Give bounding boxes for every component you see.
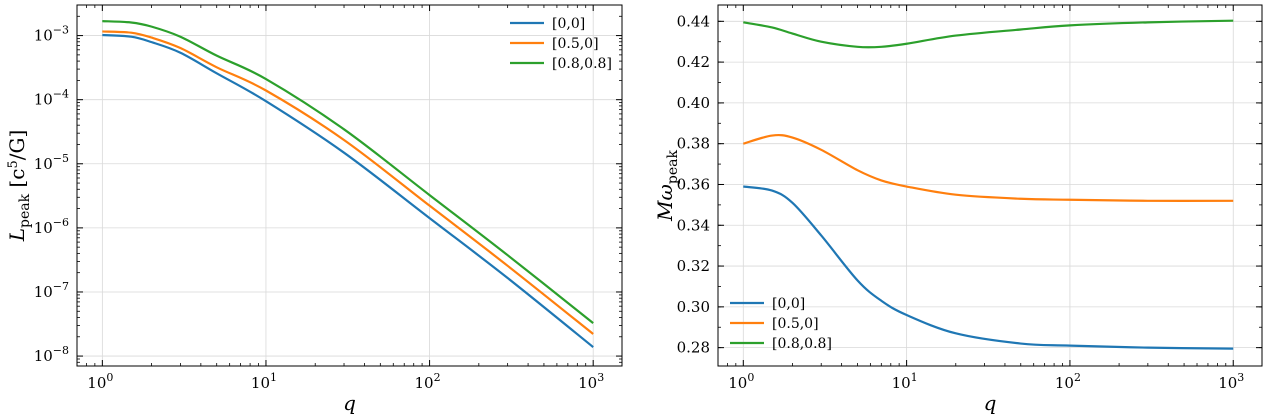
x-tick-label: 100 — [728, 371, 754, 392]
x-axis-label: q — [343, 391, 356, 415]
series-line-2 — [102, 30, 594, 335]
legend-label: [0,0] — [772, 296, 805, 312]
series-line-2 — [742, 133, 1234, 202]
panel-1: 100 101 102 103 10−8 10−7 10−6 10−5 10−4 10−3 q Lpe… — [5, 4, 623, 415]
y-tick-label: 0.44 — [677, 12, 710, 30]
plot-frame — [76, 4, 623, 367]
y-tick-label: 10−6 — [34, 216, 69, 237]
y-tick-label: 0.40 — [677, 94, 710, 112]
x-tick-label: 101 — [892, 371, 918, 392]
series-line-3 — [743, 19, 1234, 49]
y-tick-label: 10−8 — [34, 344, 69, 365]
legend: [0,0] [0.5,0] [0.8,0.8] — [510, 16, 612, 72]
legend-label: [0,0] — [552, 16, 585, 32]
legend-label: [0.5,0] — [772, 316, 819, 332]
y-tick-label: 10−7 — [34, 280, 69, 301]
y-tick-label: 0.42 — [677, 53, 710, 71]
y-tick-label: 0.30 — [677, 298, 710, 316]
y-axis-label: Mωpeak — [653, 150, 681, 222]
x-axis-label: q — [984, 391, 997, 415]
x-tick-label: 102 — [1055, 371, 1081, 392]
y-tick-label: 10−3 — [34, 24, 69, 45]
x-tick-label: 101 — [251, 371, 277, 392]
x-tick-label: 103 — [578, 371, 604, 392]
series-line-1 — [743, 185, 1234, 350]
legend-label: [0.5,0] — [552, 36, 599, 52]
y-axis-label: Lpeak [c5/G] — [5, 130, 33, 243]
series-line-3 — [102, 20, 594, 324]
y-tick-label: 0.36 — [677, 175, 710, 193]
legend: [0,0] [0.5,0] [0.8,0.8] — [730, 296, 832, 352]
x-tick-label: 102 — [415, 371, 441, 392]
y-tick-label: 0.28 — [677, 339, 710, 357]
x-tick-label: 100 — [87, 371, 113, 392]
series-line-1 — [102, 33, 594, 348]
y-tick-label: 10−4 — [34, 88, 69, 109]
y-tick-label: 10−5 — [34, 152, 69, 173]
panel-2: 100 101 102 103 0.28 0.30 0.32 0.34 0.36 0.38 0.40… — [653, 4, 1263, 415]
plot-frame — [717, 4, 1263, 367]
y-tick-label: 0.38 — [677, 135, 710, 153]
legend-label: [0.8,0.8] — [552, 56, 612, 72]
x-tick-label: 103 — [1218, 371, 1244, 392]
y-tick-label: 0.34 — [677, 216, 710, 234]
legend-label: [0.8,0.8] — [772, 336, 832, 352]
y-tick-label: 0.32 — [677, 257, 710, 275]
